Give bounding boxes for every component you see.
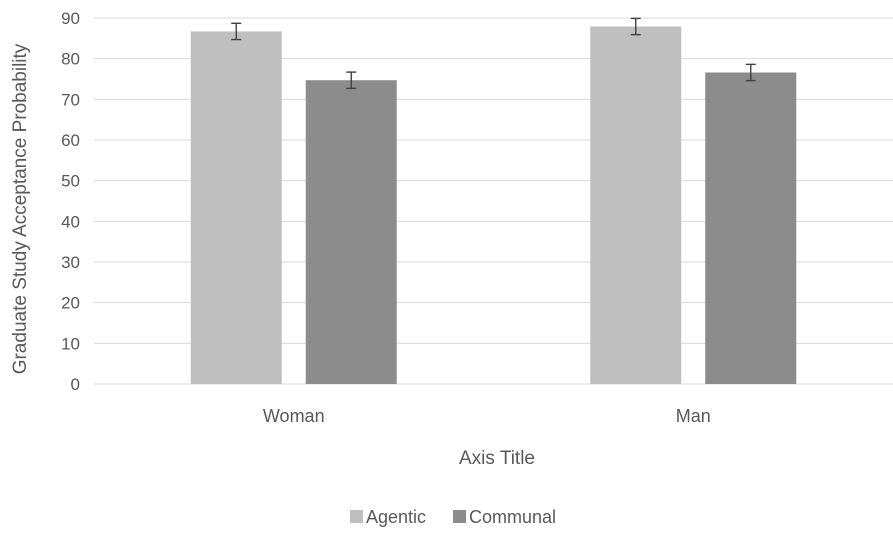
y-axis-title: Graduate Study Acceptance Probability: [10, 43, 31, 374]
legend-label-agentic: Agentic: [366, 507, 426, 527]
y-tick-label: 10: [61, 334, 80, 353]
legend-swatch-agentic: [350, 510, 363, 523]
y-tick-label: 30: [61, 253, 80, 272]
bars: [190, 26, 797, 384]
error-bars: [231, 17, 756, 90]
y-tick-label: 20: [61, 294, 80, 313]
y-tick-label: 50: [61, 172, 80, 191]
y-tick-label: 0: [71, 375, 80, 394]
bar-agentic-man: [590, 26, 682, 384]
x-category-label: Woman: [263, 406, 325, 426]
y-tick-label: 90: [61, 9, 80, 28]
x-axis-categories: Woman Man: [263, 406, 711, 426]
y-tick-label: 40: [61, 212, 80, 231]
legend-label-communal: Communal: [469, 507, 556, 527]
bar-communal-man: [705, 72, 797, 384]
y-axis-ticks: 0 10 20 30 40 50 60 70 80 90: [61, 9, 80, 394]
legend-swatch-communal: [453, 510, 466, 523]
y-tick-label: 80: [61, 50, 80, 69]
y-tick-label: 60: [61, 131, 80, 150]
y-tick-label: 70: [61, 90, 80, 109]
legend: Agentic Communal: [350, 507, 556, 527]
bar-agentic-woman: [190, 31, 282, 384]
x-axis-title: Axis Title: [459, 448, 535, 469]
bar-communal-woman: [305, 80, 397, 384]
x-category-label: Man: [676, 406, 711, 426]
